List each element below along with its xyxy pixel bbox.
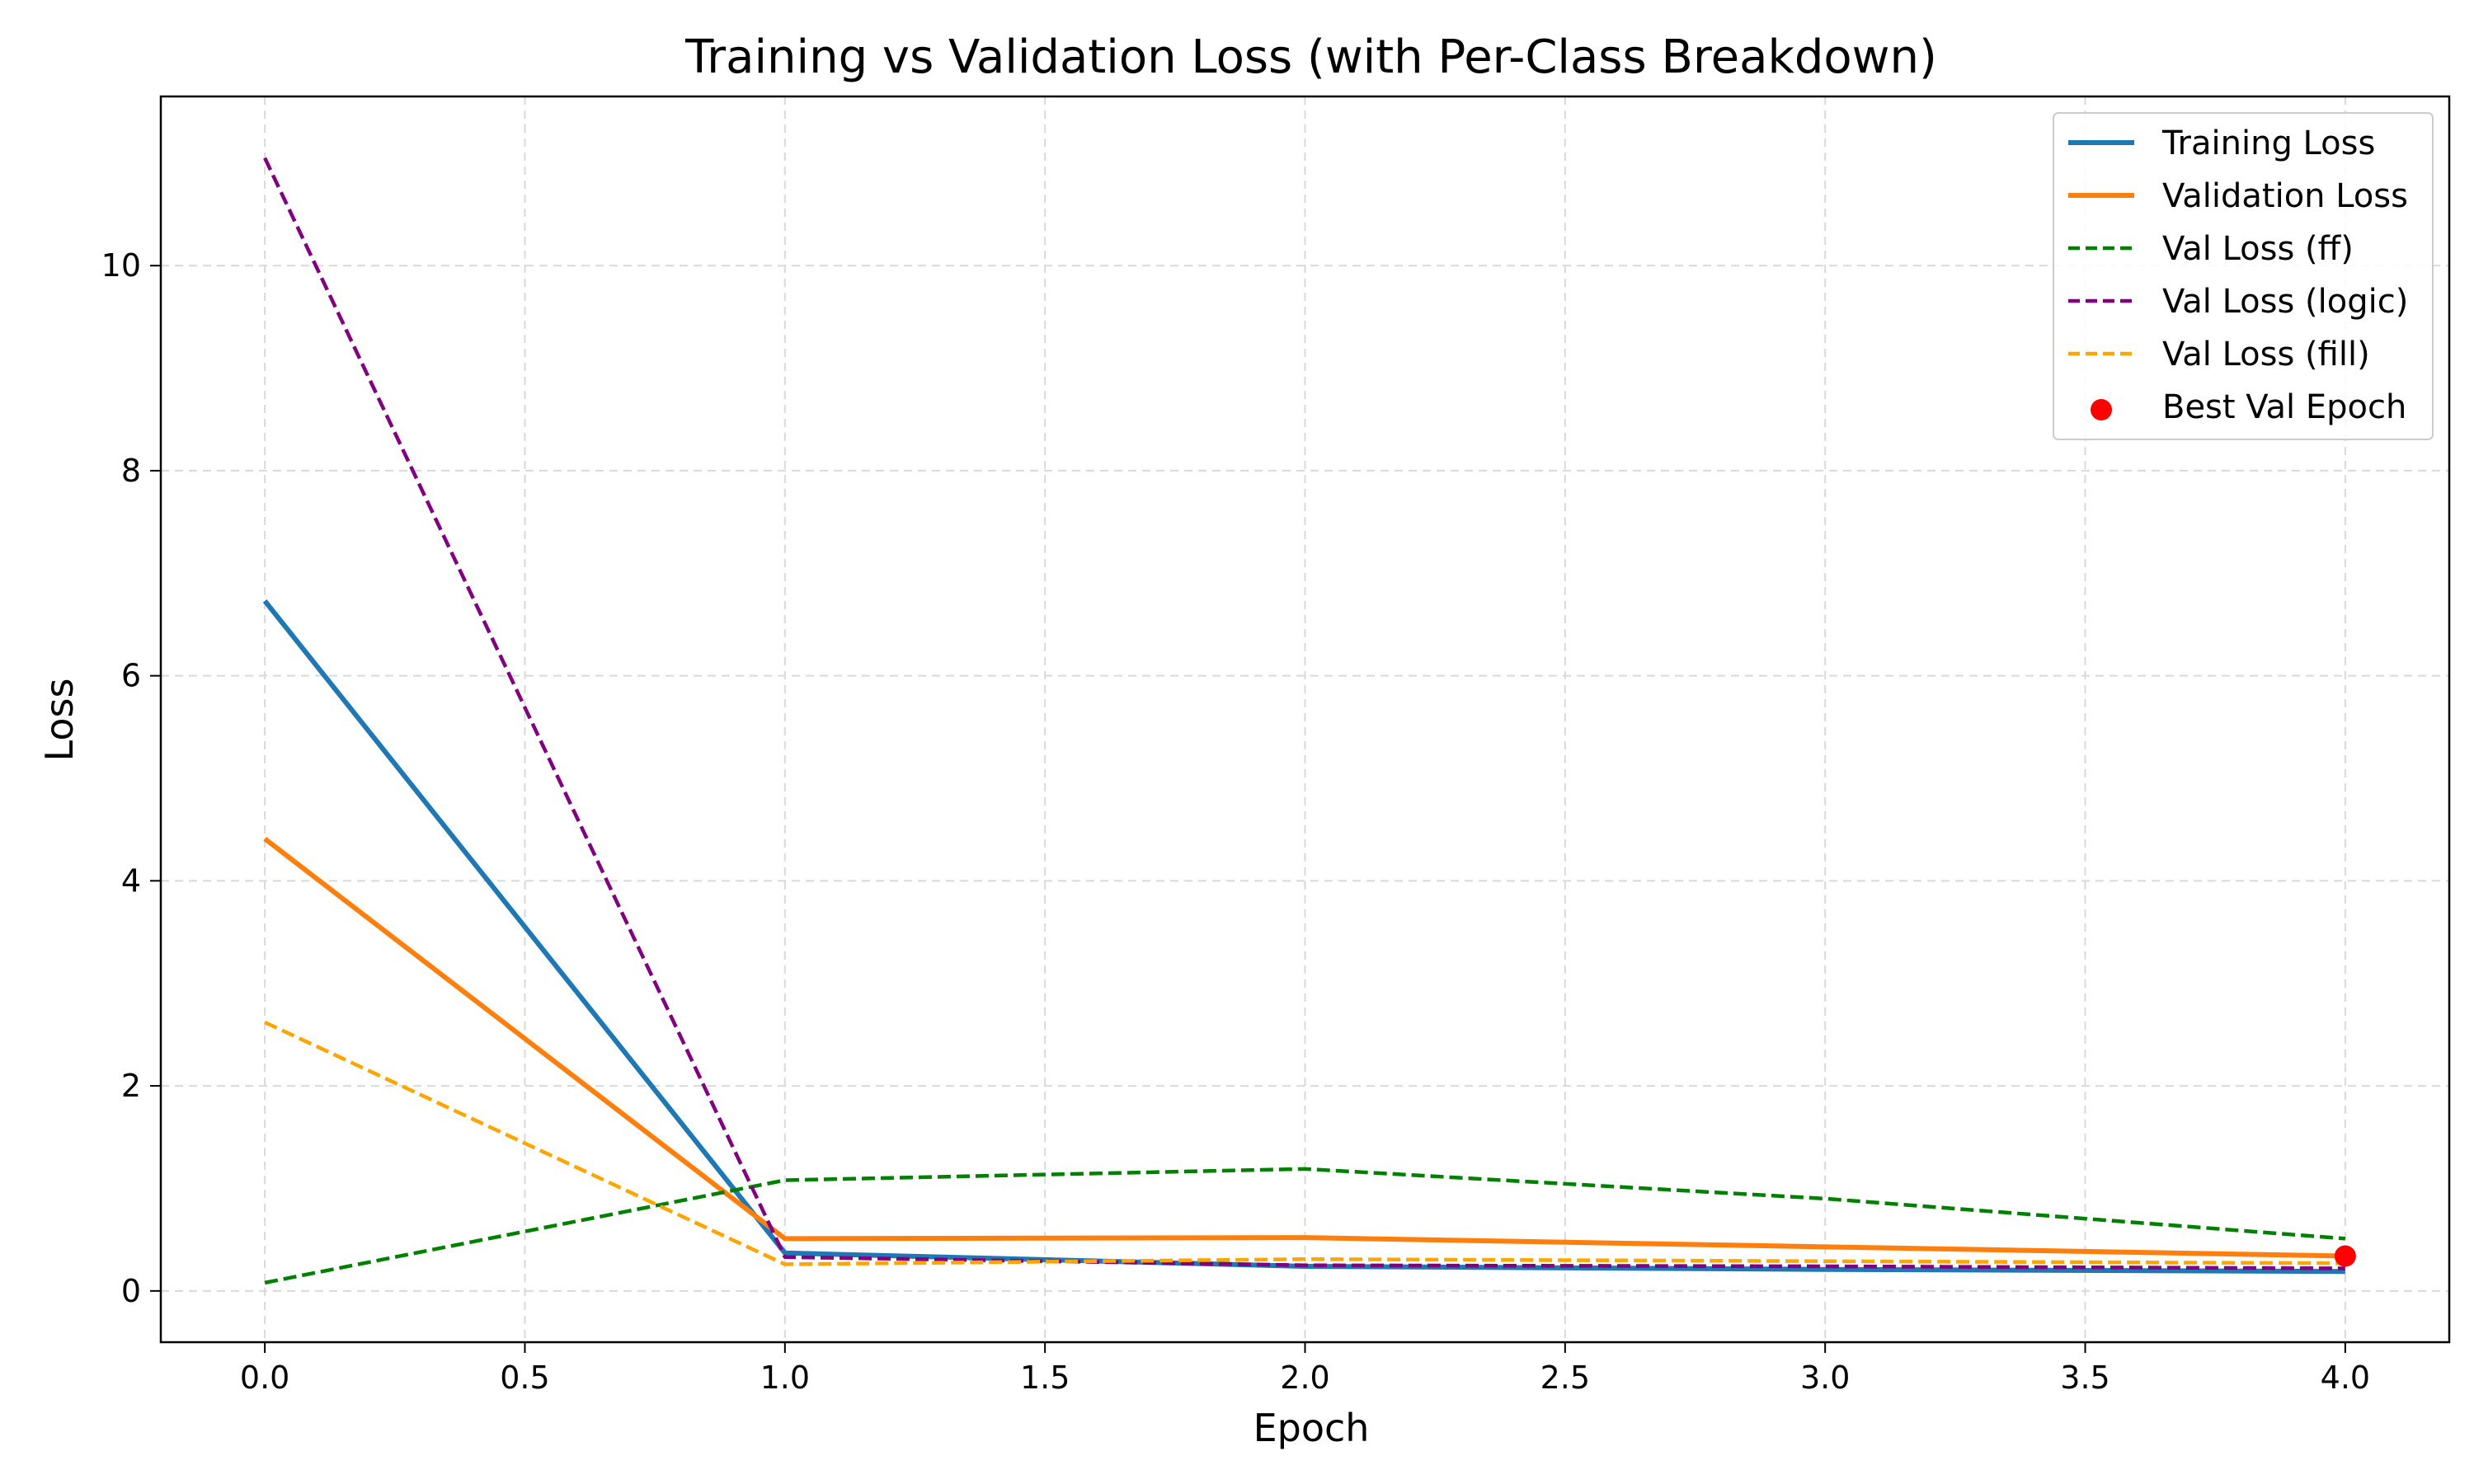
y-tick-label: 6 [121,658,141,694]
markers [2334,1245,2356,1267]
y-axis: 0 2 4 6 8 10 [101,247,161,1309]
x-tick-label: 0.0 [240,1360,289,1396]
y-tick-label: 10 [101,247,141,284]
series-line-val-loss-fill [264,1020,2345,1266]
x-tick-label: 2.5 [1540,1360,1590,1396]
x-tick-label: 3.0 [1800,1360,1850,1396]
legend-swatch-best-val-epoch [2091,399,2112,420]
best-val-epoch-marker [2334,1245,2356,1267]
x-tick-label: 3.5 [2060,1360,2109,1396]
series-lines [262,157,2346,1285]
legend-label-best-val-epoch: Best Val Epoch [2162,388,2406,426]
y-tick-label: 8 [121,453,141,489]
legend: Training Loss Validation Loss Val Loss (ff… [2053,112,2434,440]
x-axis: 0.0 0.5 1.0 1.5 2.0 2.5 3.0 3.5 4.0 [240,1342,2370,1396]
series-line-val-loss-ff [264,1167,2346,1285]
x-tick-label: 4.0 [2321,1360,2370,1396]
y-axis-title: Loss [37,679,82,762]
x-tick-label: 1.0 [760,1360,810,1396]
series-line-validation-loss [263,837,2345,1259]
x-axis-title: Epoch [1253,1406,1370,1450]
y-tick-label: 4 [121,862,141,899]
y-tick-label: 0 [121,1273,141,1309]
legend-label-val-loss-ff: Val Loss (ff) [2162,230,2354,268]
x-tick-label: 2.0 [1280,1360,1329,1396]
y-tick-label: 2 [121,1068,141,1104]
legend-box [2053,112,2434,440]
legend-label-val-loss-logic: Val Loss (logic) [2162,283,2408,321]
series-line-val-loss-logic [263,157,2345,1270]
x-tick-label: 1.5 [1020,1360,1070,1396]
legend-label-training-loss: Training Loss [2161,124,2375,162]
x-tick-label: 0.5 [500,1360,549,1396]
legend-label-val-loss-fill: Val Loss (fill) [2162,336,2370,373]
chart-title: Training vs Validation Loss (with Per-Cl… [684,31,1937,84]
legend-label-validation-loss: Validation Loss [2162,177,2408,215]
